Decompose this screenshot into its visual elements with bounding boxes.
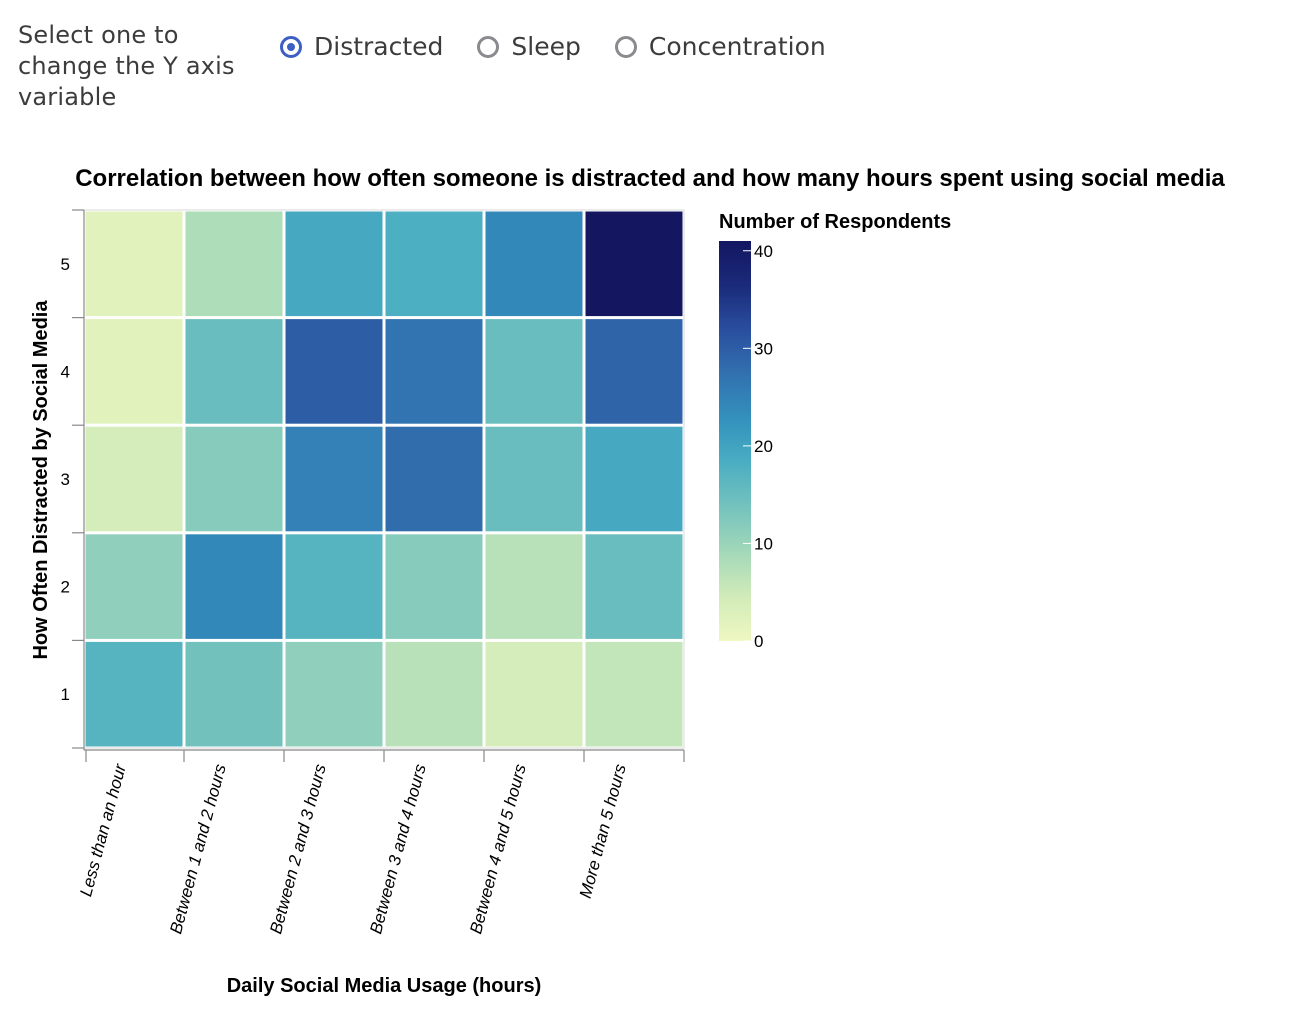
legend-tick-label: 10 bbox=[754, 534, 773, 553]
y-tick-label: 3 bbox=[61, 470, 70, 489]
y-axis-title: How Often Distracted by Social Media bbox=[30, 300, 52, 660]
heatmap-cell bbox=[184, 533, 284, 640]
y-variable-control: Select one to change the Y axis variable… bbox=[18, 20, 860, 113]
heatmap-cell bbox=[284, 425, 384, 533]
chart-title: Correlation between how often someone is… bbox=[75, 165, 1225, 192]
y-tick-label: 5 bbox=[61, 255, 70, 274]
heatmap-cell bbox=[484, 640, 584, 748]
heatmap-cell bbox=[284, 640, 384, 748]
radio-label-distracted: Distracted bbox=[314, 32, 444, 61]
legend-gradient-bar bbox=[719, 241, 751, 641]
legend-title: Number of Respondents bbox=[719, 211, 951, 233]
y-tick-label: 2 bbox=[61, 578, 70, 597]
heatmap-cell bbox=[84, 425, 184, 533]
heatmap-cell bbox=[584, 533, 684, 640]
heatmap-cell bbox=[84, 533, 184, 640]
x-tick-label: Between 3 and 4 hours bbox=[366, 762, 430, 936]
control-prompt: Select one to change the Y axis variable bbox=[18, 21, 235, 111]
heatmap-cell bbox=[584, 425, 684, 533]
color-legend: 0 10 20 30 40 bbox=[719, 241, 773, 651]
heatmap-cell bbox=[584, 210, 684, 318]
radio-option-sleep[interactable]: Sleep bbox=[477, 32, 581, 61]
x-tick-label: Between 2 and 3 hours bbox=[266, 762, 330, 936]
heatmap-cell bbox=[84, 640, 184, 748]
heatmap-cell bbox=[484, 318, 584, 425]
legend-tick-label: 0 bbox=[754, 632, 763, 651]
legend-tick-label: 40 bbox=[754, 242, 773, 261]
heatmap-cell bbox=[484, 210, 584, 318]
heatmap-cell bbox=[84, 210, 184, 318]
radio-option-concentration[interactable]: Concentration bbox=[614, 32, 826, 61]
radio-circle-icon[interactable] bbox=[614, 35, 637, 58]
radio-option-distracted[interactable]: Distracted bbox=[280, 32, 443, 61]
legend-tick-label: 30 bbox=[754, 339, 773, 358]
heatmap-cell bbox=[584, 640, 684, 748]
heatmap-cell bbox=[284, 533, 384, 640]
heatmap-cell bbox=[84, 318, 184, 425]
y-tick-label: 1 bbox=[61, 685, 70, 704]
heatmap-cell bbox=[384, 533, 484, 640]
radio-circle-icon[interactable] bbox=[477, 35, 500, 58]
x-tick-label: Between 1 and 2 hours bbox=[166, 762, 230, 936]
heatmap-cell bbox=[484, 425, 584, 533]
heatmap-cell bbox=[184, 318, 284, 425]
heatmap-cell bbox=[384, 318, 484, 425]
heatmap-cells bbox=[84, 210, 684, 748]
heatmap-cell bbox=[284, 318, 384, 425]
x-tick-label: Less than an hour bbox=[76, 761, 130, 899]
x-axis-title: Daily Social Media Usage (hours) bbox=[227, 975, 542, 997]
legend-tick-label: 20 bbox=[754, 437, 773, 456]
heatmap-cell bbox=[184, 210, 284, 318]
heatmap-cell bbox=[384, 425, 484, 533]
heatmap-cell bbox=[584, 318, 684, 425]
heatmap-cell bbox=[184, 425, 284, 533]
heatmap-cell bbox=[284, 210, 384, 318]
radio-circle-selected-icon[interactable] bbox=[280, 35, 302, 58]
heatmap-cell bbox=[384, 210, 484, 318]
radio-group: Distracted Sleep Concentration bbox=[280, 32, 860, 77]
x-tick-label: More than 5 hours bbox=[576, 762, 630, 901]
heatmap-cell bbox=[384, 640, 484, 748]
x-tick-label: Between 4 and 5 hours bbox=[466, 762, 530, 936]
radio-label-concentration: Concentration bbox=[648, 32, 826, 61]
radio-label-sleep: Sleep bbox=[511, 32, 581, 61]
heatmap-cell bbox=[184, 640, 284, 748]
heatmap-cell bbox=[484, 533, 584, 640]
y-tick-label: 4 bbox=[61, 362, 70, 381]
